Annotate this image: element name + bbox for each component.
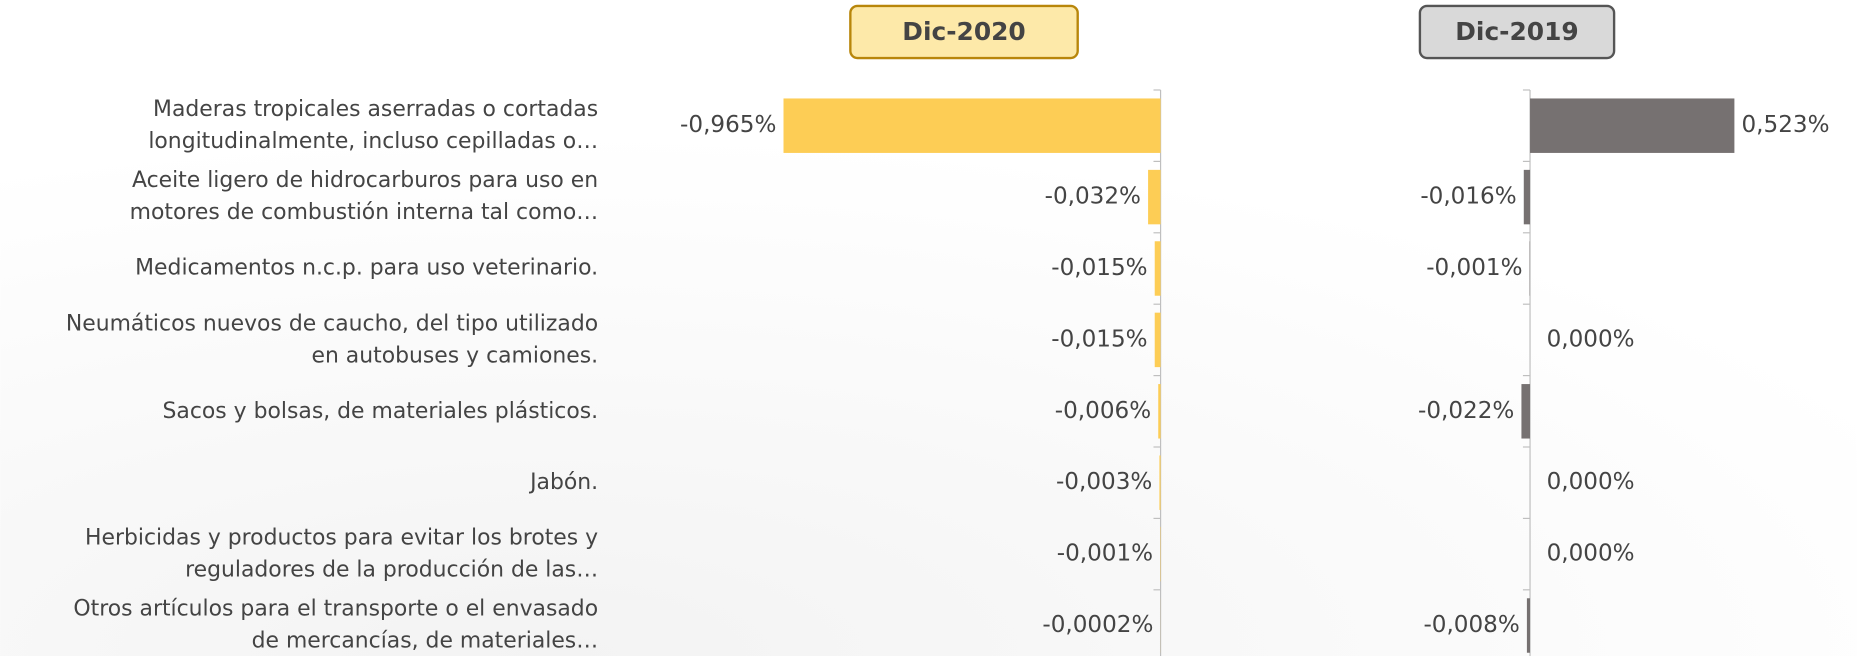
bar — [1526, 598, 1531, 653]
value-label: 0,000% — [1547, 326, 1635, 352]
value-label: -0,001% — [1057, 541, 1153, 567]
series-header: Dic-2020 — [902, 17, 1025, 46]
bar — [783, 98, 1161, 153]
category-label: Medicamentos n.c.p. para uso veterinario… — [0, 233, 598, 304]
category-label-box: Sacos y bolsas, de materiales plásticos. — [0, 376, 599, 447]
category-label: Aceite ligero de hidrocarburos para uso … — [0, 161, 598, 232]
category-text: Herbicidas y productos para evitar los b… — [85, 525, 599, 583]
category-text: Maderas tropicales aserradas o cortadas … — [148, 97, 599, 154]
category-text: Otros artículos para el transporte o el … — [73, 596, 599, 654]
category-label: Otros artículos para el transporte o el … — [0, 590, 598, 656]
bar — [1158, 384, 1161, 439]
value-label: -0,0002% — [1042, 612, 1153, 638]
bar — [1521, 384, 1531, 439]
value-label: -0,008% — [1423, 612, 1519, 638]
value-label: -0,015% — [1051, 255, 1147, 281]
series-header-box — [849, 4, 1079, 60]
bar — [1154, 312, 1161, 368]
bar — [1159, 455, 1161, 510]
bar — [1148, 169, 1161, 225]
category-label: Jabón. — [0, 447, 598, 518]
category-label-box: Maderas tropicales aserradas o cortadas … — [0, 90, 598, 161]
value-label: -0,003% — [1056, 469, 1152, 495]
category-text: Sacos y bolsas, de materiales plásticos. — [162, 398, 599, 424]
value-label: -0,016% — [1420, 184, 1516, 210]
category-label: Neumáticos nuevos de caucho, del tipo ut… — [0, 304, 598, 375]
value-label: -0,032% — [1045, 184, 1141, 210]
category-label-box: Jabón. — [0, 447, 598, 518]
category-label-box: Otros artículos para el transporte o el … — [0, 590, 598, 656]
series-header: Dic-2019 — [1455, 17, 1578, 46]
category-label-box: Herbicidas y productos para evitar los b… — [0, 518, 598, 589]
category-label: Maderas tropicales aserradas o cortadas … — [0, 90, 598, 161]
value-label: 0,000% — [1547, 541, 1635, 567]
category-label: Herbicidas y productos para evitar los b… — [0, 518, 598, 589]
value-label: -0,001% — [1426, 255, 1522, 281]
value-label: 0,000% — [1547, 469, 1635, 495]
category-label: Sacos y bolsas, de materiales plásticos. — [0, 376, 599, 447]
value-label: -0,022% — [1418, 398, 1514, 424]
category-label-box: Medicamentos n.c.p. para uso veterinario… — [0, 233, 598, 304]
value-label: 0,523% — [1742, 112, 1830, 138]
bar — [1154, 241, 1161, 296]
category-label-box: Neumáticos nuevos de caucho, del tipo ut… — [0, 304, 598, 375]
value-label: -0,015% — [1051, 326, 1147, 352]
bar — [1530, 98, 1735, 153]
category-text: Neumáticos nuevos de caucho, del tipo ut… — [65, 311, 599, 369]
category-text: Jabón. — [530, 470, 599, 495]
value-label: -0,965% — [680, 112, 776, 138]
value-label: -0,006% — [1055, 398, 1151, 424]
bar — [1523, 169, 1531, 225]
category-text: Aceite ligero de hidrocarburos para uso … — [129, 168, 599, 226]
category-label-box: Aceite ligero de hidrocarburos para uso … — [0, 161, 598, 232]
series-header-box — [1418, 4, 1616, 60]
category-text: Medicamentos n.c.p. para uso veterinario… — [135, 255, 599, 281]
